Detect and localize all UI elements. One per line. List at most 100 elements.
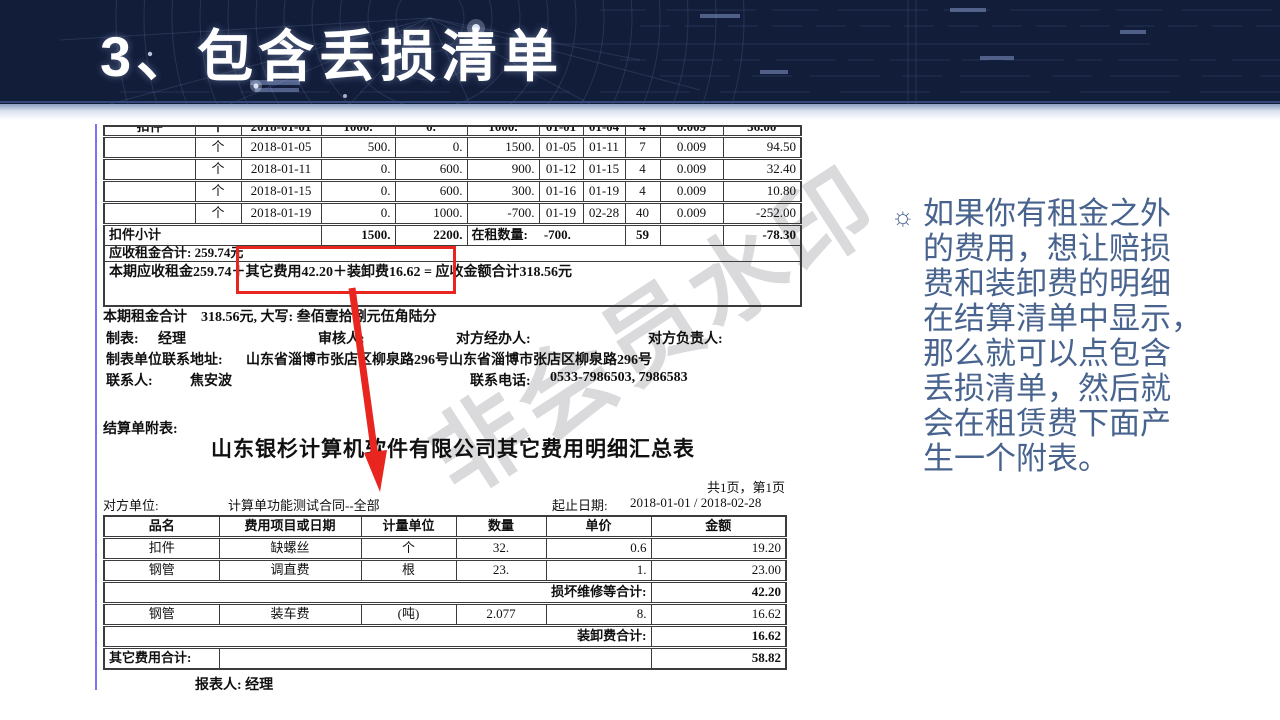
table-cell <box>659 224 724 246</box>
table-cell: 300. <box>466 180 540 204</box>
clipped-cell-content: 2018-01-01 <box>242 127 320 134</box>
table-cell: 32. <box>455 537 547 561</box>
loading-total-value: 16.62 <box>650 625 787 649</box>
formula-row: 本期应收租金259.74＋其它费用42.20＋装卸费16.62 = 应收金额合计… <box>103 261 802 307</box>
page-title: 3、包含丢损清单 <box>100 25 564 88</box>
subtotal-amount: -78.30 <box>722 224 802 246</box>
table-cell <box>103 136 196 160</box>
clipped-cell-content: 扣件 <box>105 127 194 134</box>
auditor-label: 审核人: <box>318 332 365 347</box>
contact-value: 焦安波 <box>190 374 232 389</box>
table-cell: 2018-01-19 <box>240 202 322 226</box>
table-cell: 0.009 <box>659 125 724 138</box>
table-cell: 0. <box>394 125 468 138</box>
table-cell: 4 <box>624 158 661 182</box>
subtotal-days: 59 <box>624 224 661 246</box>
table-cell: 0.009 <box>659 136 724 160</box>
table-cell: 500. <box>320 136 396 160</box>
other-total-row: 其它费用合计: 58.82 <box>103 647 787 670</box>
table-cell: 扣件 <box>103 125 196 138</box>
clipped-cell-content: 个 <box>196 127 240 134</box>
table-cell: 8. <box>545 603 652 627</box>
table-cell: 扣件 <box>103 537 220 561</box>
table-cell: 0.009 <box>659 180 724 204</box>
table-cell: 01-01 <box>538 125 584 138</box>
table-cell: 40 <box>624 202 661 226</box>
appendix-label: 结算单附表: <box>103 422 178 437</box>
subtotal-label: 扣件小计 <box>103 224 322 246</box>
note-line: 费和装卸费的明细 <box>923 266 1171 301</box>
table-cell: 个 <box>194 158 242 182</box>
table-cell: 01-12 <box>538 158 584 182</box>
table-cell: 调直费 <box>218 559 362 583</box>
contact-label: 联系人: <box>106 374 153 389</box>
table-row: 个 2018-01-11 0. 600. 900. 01-12 01-15 4 … <box>103 158 802 182</box>
note-line: 的费用，想让赔损 <box>923 231 1171 266</box>
table-cell: 19.20 <box>650 537 787 561</box>
table-cell: 2018-01-01 <box>240 125 322 138</box>
subtotal-out: 2200. <box>394 224 468 246</box>
party-label: 对方单位: <box>103 498 159 513</box>
table-cell <box>103 202 196 226</box>
table-cell: 7 <box>624 136 661 160</box>
clipped-cell-content: 01-04 <box>584 127 624 134</box>
table-cell: 02-28 <box>582 202 626 226</box>
damage-total-value: 42.20 <box>650 581 787 605</box>
table-cell: 32.40 <box>722 158 802 182</box>
table-cell: (吨) <box>360 603 457 627</box>
table-cell: 0.6 <box>545 537 652 561</box>
formula-cell: 本期应收租金259.74＋其它费用42.20＋装卸费16.62 = 应收金额合计… <box>103 261 802 307</box>
note-line: 会在租赁费下面产 <box>923 406 1171 441</box>
clipped-cell-content: 36.00 <box>724 127 800 134</box>
note-line: 如果你有租金之外 <box>923 196 1171 231</box>
party-value: 计算单功能测试合同--全部 <box>228 498 380 513</box>
loading-total-label: 装卸费合计: <box>103 625 652 649</box>
reporter-label: 报表人: <box>195 678 242 693</box>
table-cell: 2018-01-05 <box>240 136 322 160</box>
table-cell: 0.009 <box>659 158 724 182</box>
highlight-box <box>236 246 456 294</box>
table-row: 个 2018-01-15 0. 600. 300. 01-16 01-19 4 … <box>103 180 802 204</box>
subtotal-row: 扣件小计 1500. 2200. 在租数量: -700. 59 -78.30 <box>103 224 802 246</box>
contact-line: 联系人: 焦安波 联系电话: 0533-7986503, 7986583 <box>103 370 803 389</box>
column-header: 费用项目或日期 <box>218 515 362 539</box>
table-row: 个 2018-01-19 0. 1000. -700. 01-19 02-28 … <box>103 202 802 226</box>
table-cell: 94.50 <box>722 136 802 160</box>
table-cell: 个 <box>360 537 457 561</box>
maker-value: 经理 <box>158 332 186 347</box>
column-header: 品名 <box>103 515 220 539</box>
column-header: 单价 <box>545 515 652 539</box>
slide-header: 3、包含丢损清单 <box>0 0 1280 104</box>
red-arrow <box>348 287 387 492</box>
table-cell <box>103 180 196 204</box>
table-cell: 1000. <box>320 125 396 138</box>
table-cell: 根 <box>360 559 457 583</box>
table-cell: 0. <box>320 158 396 182</box>
clipped-cell-content: 1000. <box>322 127 394 134</box>
sun-bullet-icon: ☼ <box>891 201 915 231</box>
slide-note: ☼ 如果你有租金之外 的费用，想让赔损 费和装卸费的明细 在结算清单中显示， 那… <box>891 196 1202 476</box>
table-cell: 2018-01-11 <box>240 158 322 182</box>
table-cell: 01-04 <box>582 125 626 138</box>
table-cell: 钢管 <box>103 603 220 627</box>
table-row: 钢管 调直费 根 23. 1. 23.00 <box>103 559 787 583</box>
phone-value: 0533-7986503, 7986583 <box>550 370 688 385</box>
table-cell: 个 <box>194 136 242 160</box>
table-cell: 01-05 <box>538 136 584 160</box>
address-line: 制表单位联系地址: 山东省淄博市张店区柳泉路296号山东省淄博市张店区柳泉路29… <box>103 349 803 368</box>
damage-total-label: 损坏维修等合计: <box>103 581 652 605</box>
clipped-cell-content: 01-01 <box>540 127 582 134</box>
table-cell: 1000. <box>394 202 468 226</box>
header-divider-strip <box>0 104 1280 120</box>
table-cell: 1000. <box>466 125 540 138</box>
note-line: 丢损清单，然后就 <box>923 371 1171 406</box>
table-cell: 600. <box>394 158 468 182</box>
table-cell <box>218 647 652 670</box>
reporter-line: 报表人: 经理 <box>195 674 273 694</box>
range-label: 起止日期: <box>552 498 608 513</box>
column-header: 计量单位 <box>360 515 457 539</box>
table-cell <box>103 158 196 182</box>
table-cell: 缺螺丝 <box>218 537 362 561</box>
table-row: 个 2018-01-05 500. 0. 1500. 01-05 01-11 7… <box>103 136 802 160</box>
table-cell: 钢管 <box>103 559 220 583</box>
